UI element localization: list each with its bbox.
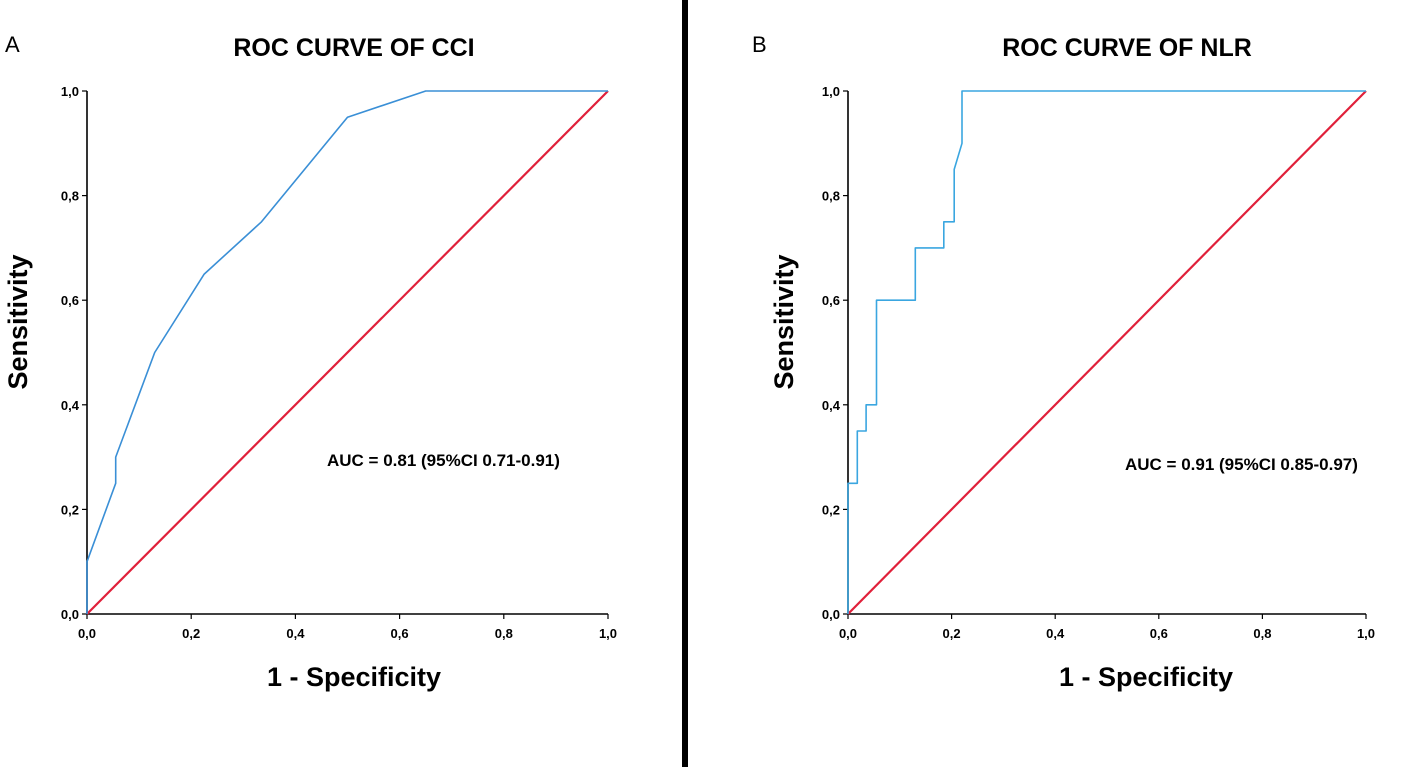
auc-annotation: AUC = 0.91 (95%CI 0.85-0.97): [1125, 455, 1358, 474]
y-tick-label: 0,8: [61, 189, 79, 204]
x-tick-label: 0,0: [78, 626, 96, 641]
y-tick-label: 0,4: [822, 398, 841, 413]
x-tick-label: 0,2: [943, 626, 961, 641]
x-tick-label: 0,4: [286, 626, 305, 641]
y-tick-label: 0,8: [822, 189, 840, 204]
y-tick-label: 1,0: [822, 84, 840, 99]
chart-title: ROC CURVE OF CCI: [233, 34, 474, 62]
x-tick-label: 0,8: [1253, 626, 1271, 641]
x-tick-label: 0,2: [182, 626, 200, 641]
y-axis-label: Sensitivity: [769, 254, 799, 389]
x-tick-label: 0,6: [391, 626, 409, 641]
x-axis-label: 1 - Specificity: [1059, 662, 1233, 692]
x-tick-label: 0,6: [1150, 626, 1168, 641]
y-tick-label: 0,2: [822, 502, 840, 517]
plot-area: 0,0 0,2 0,4 0,6 0,8 1,0 0,0 0,2 0,4 0,6 0,8 1,0: [61, 84, 617, 641]
auc-annotation: AUC = 0.81 (95%CI 0.71-0.91): [327, 451, 560, 470]
roc-curve-line: [847, 90, 1366, 614]
panel-b-nlr: B ROC CURVE OF NLR 0,0 0,2 0,4 0,6 0,8 1,00,0…: [752, 32, 1375, 692]
y-tick-label: 0,2: [61, 502, 79, 517]
reference-diagonal-line: [847, 90, 1367, 615]
y-tick-label: 0,6: [61, 293, 79, 308]
x-tick-label: 0,4: [1046, 626, 1065, 641]
y-tick-label: 0,0: [822, 607, 840, 622]
panel-a-cci: A ROC CURVE OF CCI 0,0 0,2 0,4 0,6 0,8 1,00,0…: [3, 32, 617, 692]
chart-title: ROC CURVE OF NLR: [1002, 34, 1252, 62]
y-axis-label: Sensitivity: [3, 254, 33, 389]
x-tick-label: 0,8: [495, 626, 513, 641]
reference-diagonal-line: [86, 90, 609, 615]
x-tick-label: 1,0: [1357, 626, 1375, 641]
roc-curve-line: [86, 90, 608, 614]
y-tick-label: 0,4: [61, 398, 80, 413]
y-tick-label: 1,0: [61, 84, 79, 99]
x-axis-label: 1 - Specificity: [267, 662, 441, 692]
x-tick-label: 0,0: [839, 626, 857, 641]
y-tick-label: 0,6: [822, 293, 840, 308]
x-tick-label: 1,0: [599, 626, 617, 641]
panel-letter: A: [5, 32, 20, 57]
y-tick-label: 0,0: [61, 607, 79, 622]
panel-letter: B: [752, 32, 767, 57]
plot-area: 0,0 0,2 0,4 0,6 0,8 1,0 0,0 0,2 0,4 0,6 0,8 1,0: [822, 84, 1375, 641]
